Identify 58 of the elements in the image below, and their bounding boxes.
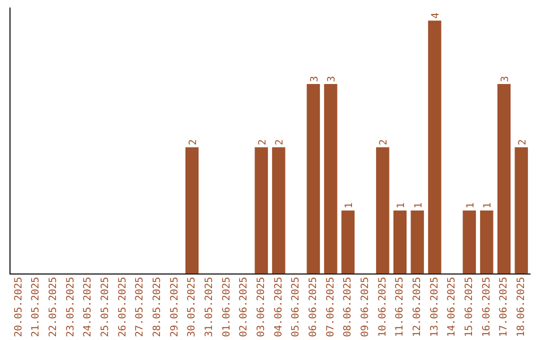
bar <box>462 210 476 274</box>
x-tick-label: 06.06.2025 <box>308 276 319 338</box>
x-tick-label: 23.05.2025 <box>65 276 76 338</box>
x-tick-label: 05.06.2025 <box>290 276 302 338</box>
x-tick-label: 04.06.2025 <box>273 276 284 338</box>
x-tick-label: 27.05.2025 <box>134 276 146 338</box>
x-tick-label: 15.06.2025 <box>464 276 475 338</box>
x-tick-label: 30.05.2025 <box>186 276 198 338</box>
x-tick-label: 16.06.2025 <box>481 276 492 338</box>
data-label: 1 <box>413 202 424 209</box>
x-tick-label: 13.06.2025 <box>429 276 440 338</box>
bar <box>341 210 355 274</box>
bar <box>306 84 320 274</box>
data-label: 2 <box>257 139 268 146</box>
x-tick-label: 07.06.2025 <box>325 276 336 338</box>
x-tick-label: 02.06.2025 <box>238 276 250 338</box>
x-tick-label: 29.05.2025 <box>169 276 180 338</box>
bar <box>410 210 424 274</box>
x-tick-label: 08.06.2025 <box>342 276 354 338</box>
data-label: 1 <box>465 202 476 209</box>
bar <box>497 84 511 274</box>
data-label: 2 <box>517 139 528 146</box>
bar <box>254 147 268 274</box>
data-label: 3 <box>500 76 511 82</box>
x-tick-label: 28.05.2025 <box>152 276 163 338</box>
x-tick-label: 14.06.2025 <box>446 276 458 338</box>
data-label: 1 <box>396 202 407 209</box>
x-tick-label: 01.06.2025 <box>221 276 232 338</box>
x-tick-label: 22.05.2025 <box>48 276 59 338</box>
bar <box>514 147 528 274</box>
bar <box>185 147 199 274</box>
x-tick-label: 10.06.2025 <box>377 276 388 338</box>
data-label: 2 <box>188 139 199 146</box>
data-label: 3 <box>326 76 338 82</box>
x-tick-label: 11.06.2025 <box>394 276 406 338</box>
data-label: 1 <box>482 202 494 209</box>
data-label: 3 <box>309 76 320 82</box>
x-tick-label: 31.05.2025 <box>204 276 215 338</box>
data-label: 1 <box>344 202 355 209</box>
x-tick-label: 17.06.2025 <box>498 276 510 338</box>
x-tick-label: 24.05.2025 <box>82 276 94 338</box>
bar <box>480 210 494 274</box>
x-tick-label: 25.05.2025 <box>100 276 111 338</box>
x-tick-label: 21.05.2025 <box>30 276 42 338</box>
x-tick-label: 09.06.2025 <box>360 276 371 338</box>
data-label: 4 <box>430 12 442 19</box>
x-tick-label: 26.05.2025 <box>117 276 128 338</box>
bar <box>393 210 407 274</box>
bar <box>324 84 338 274</box>
bar <box>376 147 390 274</box>
data-label: 2 <box>274 139 286 146</box>
x-tick-label: 12.06.2025 <box>412 276 423 338</box>
x-tick-label: 03.06.2025 <box>256 276 267 338</box>
x-tick-label: 20.05.2025 <box>13 276 24 338</box>
data-label: 2 <box>378 139 390 146</box>
bar <box>272 147 286 274</box>
x-tick-label: 18.06.2025 <box>516 276 527 338</box>
bar <box>428 20 442 274</box>
